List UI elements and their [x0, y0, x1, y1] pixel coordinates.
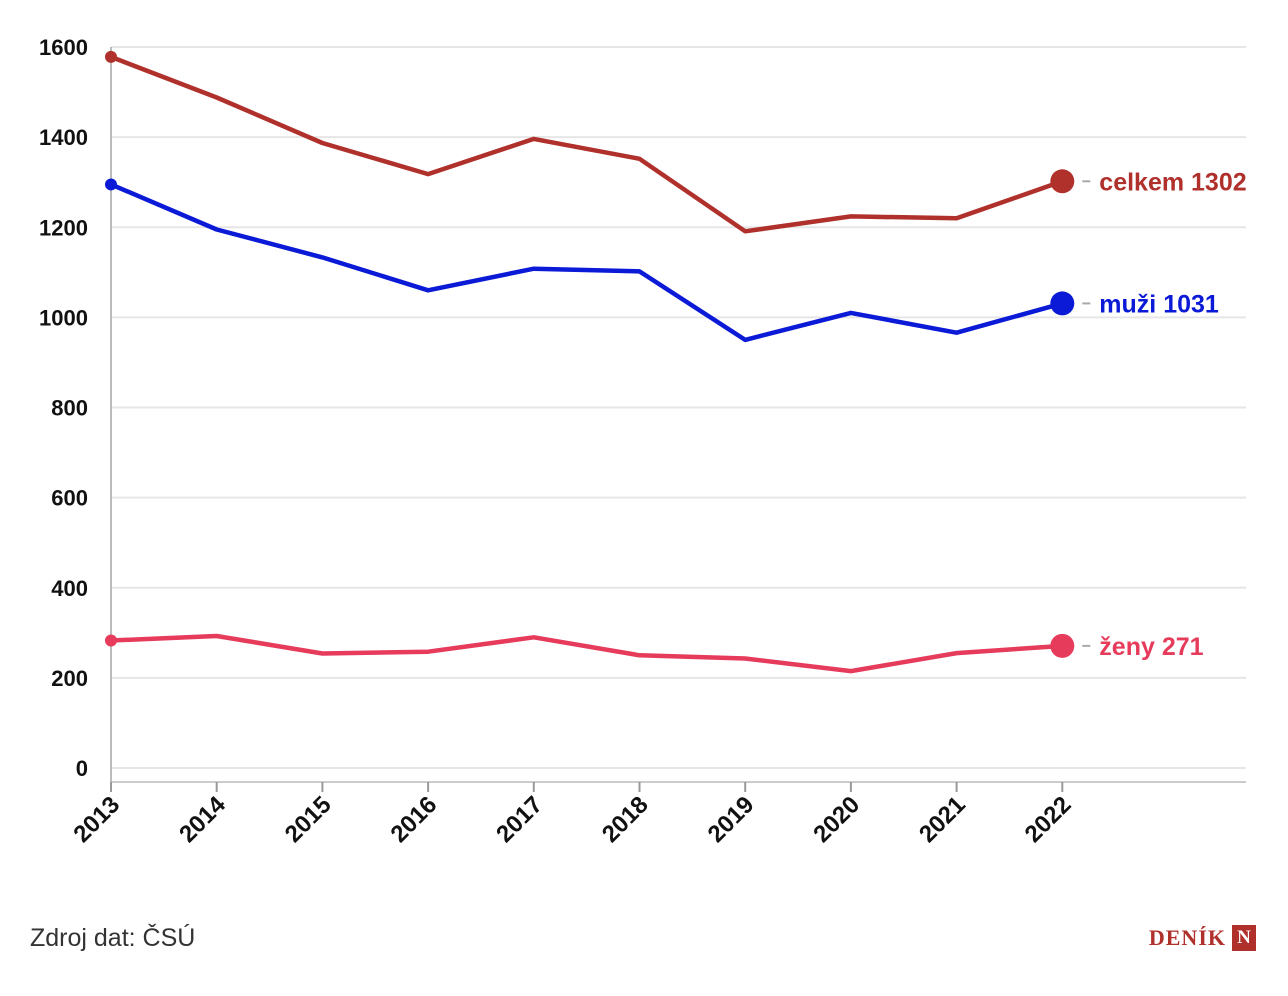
series-end-point: [1050, 291, 1075, 316]
series-end-label: muži 1031: [1099, 290, 1219, 318]
series-start-point: [105, 50, 117, 63]
series-line: [108, 182, 1065, 343]
y-tick-label: 0: [76, 756, 88, 781]
y-tick-label: 1200: [39, 215, 88, 240]
x-tick-label: 2016: [385, 791, 442, 848]
y-axis-ticks: 0 200 400 600 800 1000 1200 1400 1600: [39, 35, 88, 781]
series-start-point: [105, 178, 117, 191]
gridlines: [111, 46, 1246, 769]
x-tick-label: 2014: [174, 791, 231, 848]
series-end-point: [1050, 169, 1075, 194]
y-tick-label: 400: [51, 576, 88, 601]
y-tick-label: 600: [51, 486, 88, 511]
series-end-label: ženy 271: [1099, 633, 1203, 661]
x-tick-label: 2021: [914, 791, 971, 848]
logo-mark: N: [1232, 925, 1256, 951]
end-labels: celkem 1302 muži 1031 ženy 271: [1082, 168, 1247, 661]
series-lines: [105, 50, 1075, 674]
y-tick-label: 1600: [39, 35, 88, 60]
x-tick-label: 2022: [1020, 791, 1077, 848]
y-tick-label: 200: [51, 666, 88, 691]
x-tick-label: 2015: [280, 791, 337, 848]
source-note: Zdroj dat: ČSÚ: [30, 924, 196, 952]
series-start-point: [105, 634, 117, 647]
series-end-point: [1050, 633, 1075, 658]
series-line: [108, 633, 1065, 674]
y-tick-label: 800: [51, 396, 88, 421]
x-tick-label: 2018: [597, 791, 654, 848]
y-tick-label: 1000: [39, 305, 88, 330]
x-axis-ticks: 2013 2014 2015 2016 2017 2018 2019 2020 2021 2022: [68, 782, 1077, 848]
axes: [110, 47, 1246, 783]
x-tick-label: 2019: [703, 791, 760, 848]
series-line: [108, 54, 1065, 234]
x-tick-label: 2020: [808, 791, 865, 848]
x-tick-label: 2017: [491, 791, 548, 848]
x-tick-label: 2013: [68, 791, 125, 848]
series-end-label: celkem 1302: [1099, 168, 1246, 196]
logo-text: DENÍK: [1148, 925, 1226, 950]
y-tick-label: 1400: [39, 125, 88, 150]
denik-logo: DENÍK N: [1149, 925, 1256, 951]
